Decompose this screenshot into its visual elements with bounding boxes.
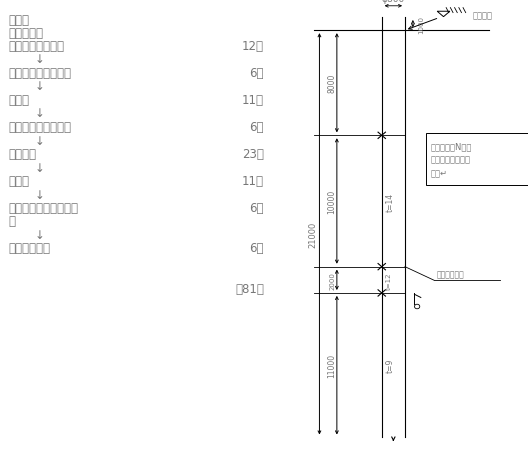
Text: 地盤の平均N値は: 地盤の平均N値は bbox=[430, 142, 472, 151]
Text: 1000: 1000 bbox=[418, 16, 424, 33]
Text: 6分: 6分 bbox=[250, 202, 264, 215]
Text: 工場円周溶接: 工場円周溶接 bbox=[437, 269, 465, 278]
Text: ↓: ↓ bbox=[35, 80, 44, 93]
Text: １０～２０未満と: １０～２０未満と bbox=[430, 156, 470, 164]
Text: ↓: ↓ bbox=[35, 189, 44, 201]
Text: t=14: t=14 bbox=[386, 192, 395, 211]
Text: 10000: 10000 bbox=[327, 189, 337, 214]
Text: ↓: ↓ bbox=[35, 134, 44, 147]
Text: 杭の吊込み、芯出し: 杭の吊込み、芯出し bbox=[8, 121, 71, 133]
Text: ↓: ↓ bbox=[35, 161, 44, 174]
Text: 12分: 12分 bbox=[242, 40, 264, 53]
Text: し: し bbox=[8, 215, 15, 227]
Text: ヤットコ打ち: ヤットコ打ち bbox=[8, 242, 50, 254]
Text: 杭の吊込み、芯出し: 杭の吊込み、芯出し bbox=[8, 67, 71, 79]
Text: 杭打ち: 杭打ち bbox=[8, 94, 29, 106]
Bar bbox=[426, 134, 528, 186]
Text: 準備工: 準備工 bbox=[8, 14, 29, 27]
Text: 11000: 11000 bbox=[327, 353, 337, 377]
Text: t=12: t=12 bbox=[386, 272, 392, 289]
Text: ヤットコ: ヤットコ bbox=[473, 11, 493, 20]
Text: ヤットコ吊込み、芯出: ヤットコ吊込み、芯出 bbox=[8, 202, 78, 215]
Text: 6分: 6分 bbox=[250, 242, 264, 254]
Text: ↓: ↓ bbox=[35, 228, 44, 241]
Text: 8000: 8000 bbox=[327, 74, 337, 93]
Text: 21000: 21000 bbox=[308, 221, 318, 248]
Text: 23分: 23分 bbox=[242, 148, 264, 161]
Text: 11分: 11分 bbox=[242, 94, 264, 106]
Text: した↵: した↵ bbox=[430, 169, 447, 178]
Text: 機械移動据付け: 機械移動据付け bbox=[8, 40, 64, 53]
Text: 杭打ち: 杭打ち bbox=[8, 175, 29, 188]
Text: ↓: ↓ bbox=[35, 53, 44, 66]
Text: 計81分: 計81分 bbox=[235, 282, 264, 295]
Text: 足場作り: 足場作り bbox=[8, 28, 43, 40]
Text: φ800: φ800 bbox=[382, 0, 405, 4]
Text: t=9: t=9 bbox=[386, 358, 395, 373]
Text: 11分: 11分 bbox=[242, 175, 264, 188]
Text: ↓: ↓ bbox=[35, 107, 44, 120]
Text: 6分: 6分 bbox=[250, 67, 264, 79]
Text: 2000: 2000 bbox=[329, 271, 335, 289]
Text: 6分: 6分 bbox=[250, 121, 264, 133]
Text: 継手溶接: 継手溶接 bbox=[8, 148, 36, 161]
